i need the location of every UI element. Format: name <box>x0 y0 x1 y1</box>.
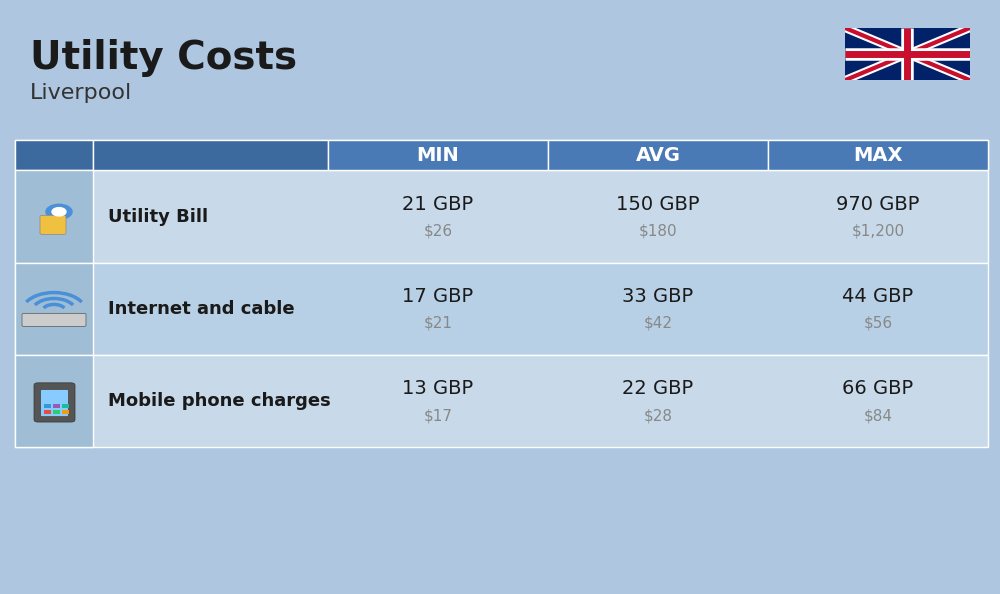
Text: $21: $21 <box>424 316 453 331</box>
FancyBboxPatch shape <box>845 28 970 80</box>
FancyBboxPatch shape <box>15 263 988 355</box>
FancyBboxPatch shape <box>15 140 988 170</box>
FancyBboxPatch shape <box>53 404 60 409</box>
Text: $180: $180 <box>639 224 677 239</box>
Text: $17: $17 <box>424 408 453 423</box>
Text: 17 GBP: 17 GBP <box>402 287 474 306</box>
FancyBboxPatch shape <box>34 383 75 422</box>
Text: $28: $28 <box>644 408 673 423</box>
Text: $42: $42 <box>644 316 673 331</box>
FancyBboxPatch shape <box>62 404 69 409</box>
FancyBboxPatch shape <box>768 140 988 170</box>
FancyBboxPatch shape <box>15 355 988 447</box>
Text: Internet and cable: Internet and cable <box>108 299 295 318</box>
FancyBboxPatch shape <box>93 140 328 170</box>
FancyBboxPatch shape <box>15 170 988 263</box>
FancyBboxPatch shape <box>15 263 93 355</box>
Text: $84: $84 <box>864 408 893 423</box>
FancyBboxPatch shape <box>22 313 86 326</box>
Text: $56: $56 <box>863 316 893 331</box>
FancyBboxPatch shape <box>41 390 68 416</box>
Text: $1,200: $1,200 <box>851 224 905 239</box>
Text: 13 GBP: 13 GBP <box>402 380 474 398</box>
Text: 33 GBP: 33 GBP <box>622 287 694 306</box>
Text: Utility Bill: Utility Bill <box>108 207 208 226</box>
FancyBboxPatch shape <box>62 410 69 413</box>
Text: 66 GBP: 66 GBP <box>842 380 914 398</box>
Text: MIN: MIN <box>417 146 459 165</box>
FancyBboxPatch shape <box>15 140 93 170</box>
Text: 44 GBP: 44 GBP <box>842 287 914 306</box>
Text: 22 GBP: 22 GBP <box>622 380 694 398</box>
FancyBboxPatch shape <box>40 215 66 234</box>
Circle shape <box>52 207 66 216</box>
Text: Mobile phone charges: Mobile phone charges <box>108 391 331 410</box>
Text: $26: $26 <box>423 224 453 239</box>
FancyBboxPatch shape <box>44 410 51 413</box>
FancyBboxPatch shape <box>53 410 60 413</box>
Circle shape <box>45 204 73 220</box>
Text: 21 GBP: 21 GBP <box>402 195 474 214</box>
FancyBboxPatch shape <box>44 404 51 409</box>
FancyBboxPatch shape <box>15 170 93 263</box>
Text: 150 GBP: 150 GBP <box>616 195 700 214</box>
Text: Liverpool: Liverpool <box>30 83 132 103</box>
Text: 970 GBP: 970 GBP <box>836 195 920 214</box>
FancyBboxPatch shape <box>548 140 768 170</box>
Text: AVG: AVG <box>636 146 681 165</box>
Text: Utility Costs: Utility Costs <box>30 39 297 77</box>
Text: MAX: MAX <box>853 146 903 165</box>
FancyBboxPatch shape <box>328 140 548 170</box>
FancyBboxPatch shape <box>15 355 93 447</box>
